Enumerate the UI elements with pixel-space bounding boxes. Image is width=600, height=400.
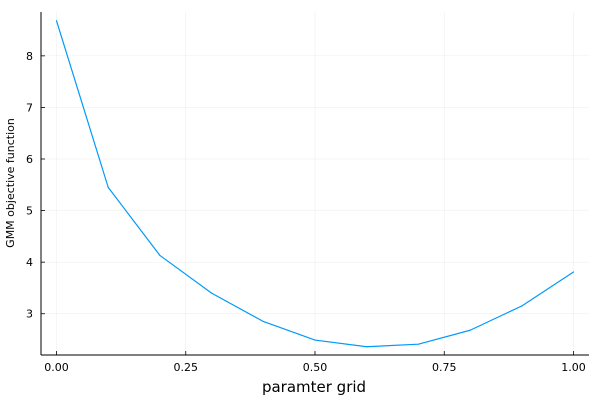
data-point <box>55 20 58 22</box>
y-tick-label: 6 <box>26 153 33 166</box>
data-point <box>572 271 575 273</box>
tick-labels: 0.00 0.25 0.50 0.75 1.00 3 4 5 6 7 8 <box>26 50 586 374</box>
axes <box>40 12 589 356</box>
x-tick-label: 1.00 <box>561 361 586 374</box>
grid <box>41 12 589 355</box>
data-point <box>366 346 368 348</box>
y-tick-label: 3 <box>26 308 33 321</box>
x-tick-label: 0.25 <box>174 361 199 374</box>
data-point <box>262 320 264 323</box>
y-tick-label: 8 <box>26 50 33 63</box>
data-point <box>469 329 471 331</box>
y-tick-label: 5 <box>26 205 33 218</box>
x-tick-label: 0.00 <box>44 361 69 374</box>
y-tick-label: 7 <box>26 101 33 114</box>
x-tick-label: 0.75 <box>432 361 457 374</box>
data-point <box>521 305 523 307</box>
data-point <box>211 292 213 294</box>
data-point <box>314 339 316 341</box>
data-point <box>417 343 419 345</box>
x-tick-label: 0.50 <box>303 361 328 374</box>
x-axis-title: paramter grid <box>262 378 366 396</box>
data-point <box>159 254 161 257</box>
series-layer <box>55 20 575 348</box>
y-tick-label: 4 <box>26 256 33 269</box>
y-axis-title: GMM objective function <box>4 118 17 248</box>
data-point <box>107 186 109 188</box>
